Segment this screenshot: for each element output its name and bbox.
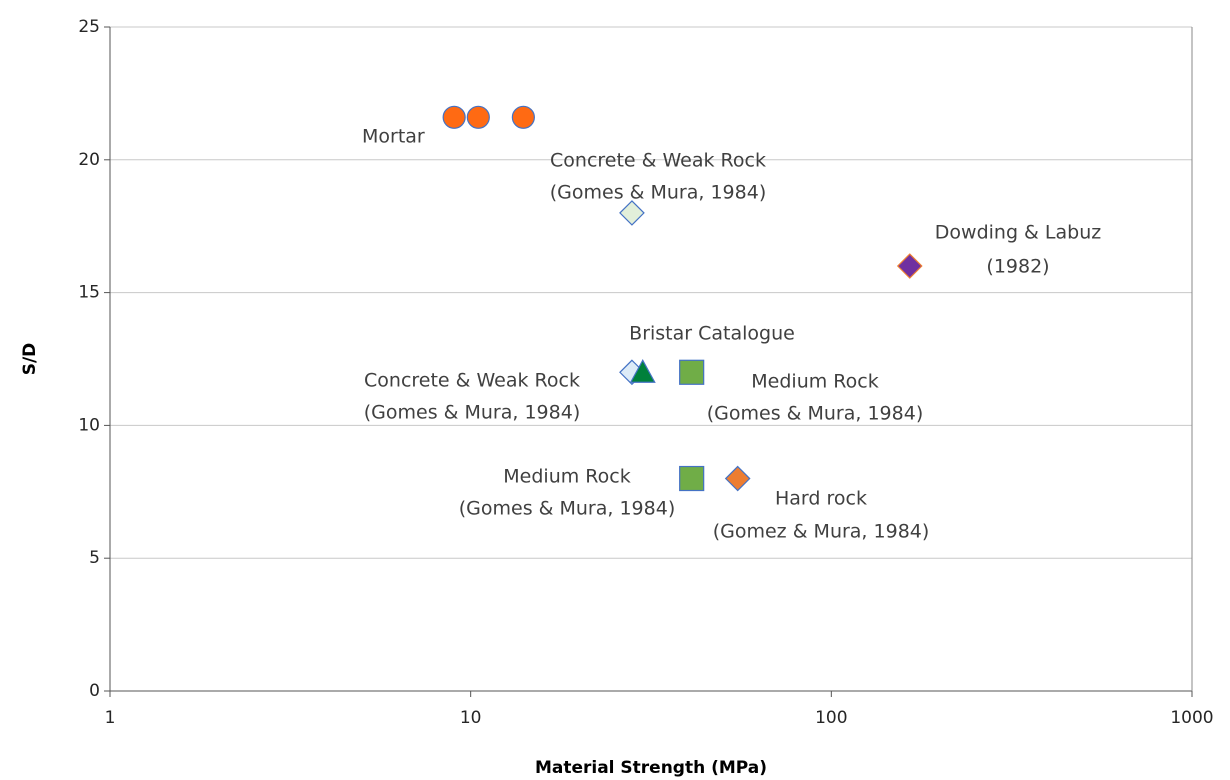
annotation: (Gomes & Mura, 1984) bbox=[364, 402, 581, 424]
x-tick-label: 100 bbox=[815, 708, 847, 728]
data-point bbox=[679, 359, 705, 385]
annotation: Concrete & Weak Rock bbox=[364, 370, 580, 392]
data-point bbox=[619, 200, 645, 226]
x-axis-label: Material Strength (MPa) bbox=[535, 758, 767, 778]
annotation: Hard rock bbox=[775, 488, 867, 510]
y-axis-label: S/D bbox=[20, 343, 40, 376]
annotation: Medium Rock bbox=[503, 466, 630, 488]
y-tick-label: 5 bbox=[89, 548, 100, 568]
annotation: (Gomes & Mura, 1984) bbox=[707, 403, 924, 425]
annotation: Medium Rock bbox=[751, 371, 878, 393]
data-point bbox=[466, 105, 490, 129]
data-point bbox=[679, 465, 705, 492]
annotation: Mortar bbox=[362, 126, 425, 148]
data-point bbox=[629, 359, 656, 383]
data-point bbox=[442, 105, 466, 129]
annotation: (Gomes & Mura, 1984) bbox=[550, 182, 767, 204]
y-tick-label: 0 bbox=[89, 681, 100, 701]
annotation: (1982) bbox=[986, 256, 1049, 278]
annotation: Concrete & Weak Rock bbox=[550, 150, 766, 172]
y-tick-label: 10 bbox=[78, 415, 100, 435]
x-tick-label: 1000 bbox=[1170, 708, 1213, 728]
y-tick-label: 25 bbox=[78, 17, 100, 37]
x-tick-label: 1 bbox=[105, 708, 116, 728]
y-tick-label: 20 bbox=[78, 150, 100, 170]
y-tick-label: 15 bbox=[78, 283, 100, 303]
annotation: Dowding & Labuz bbox=[935, 222, 1101, 244]
annotation: (Gomez & Mura, 1984) bbox=[713, 521, 930, 543]
data-point bbox=[896, 253, 923, 279]
annotation: Bristar Catalogue bbox=[629, 323, 795, 345]
x-tick-label: 10 bbox=[460, 708, 482, 728]
data-point bbox=[511, 105, 535, 129]
annotation: (Gomes & Mura, 1984) bbox=[459, 498, 676, 520]
data-point bbox=[724, 465, 751, 492]
